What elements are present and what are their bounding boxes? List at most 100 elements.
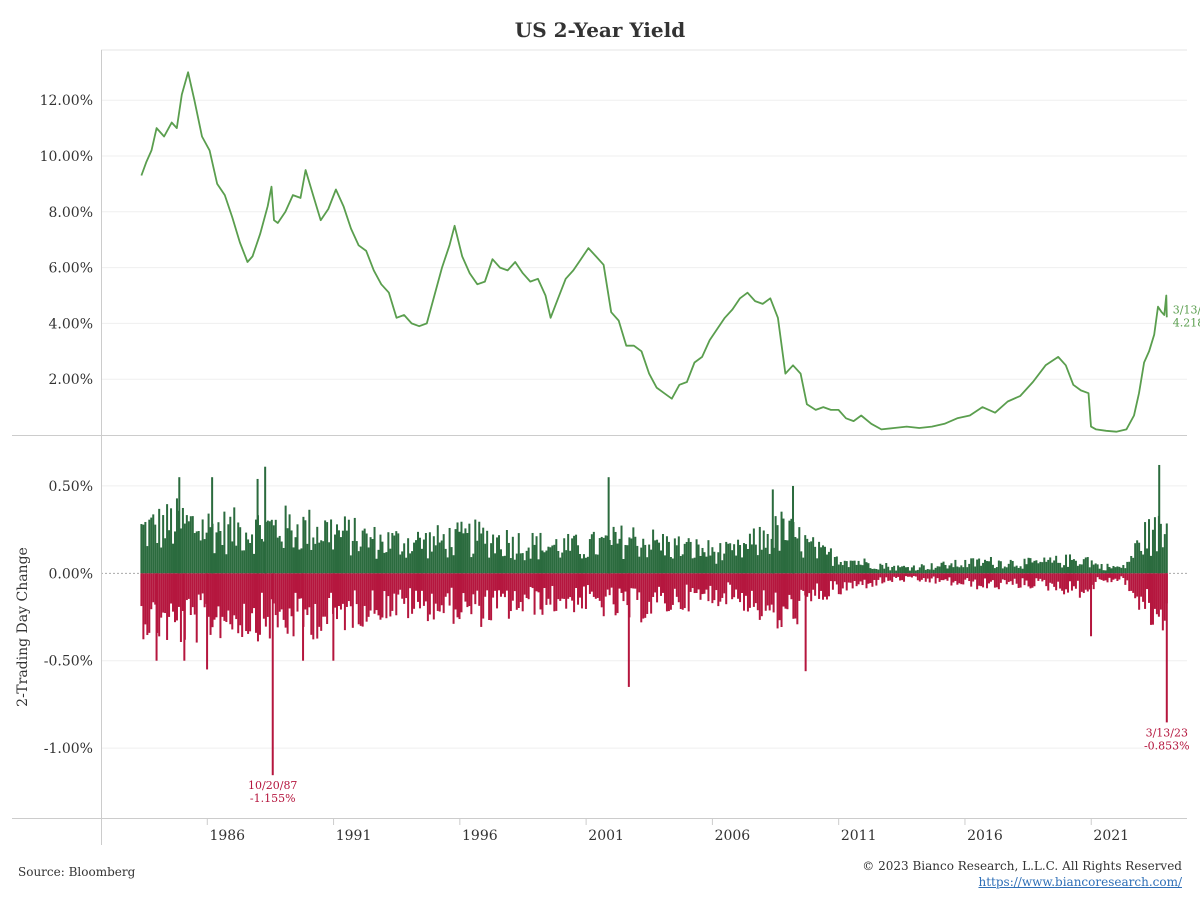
change-bar [774,516,777,574]
change-bar [580,558,583,574]
change-bar [663,555,666,574]
copyright-text: © 2023 Bianco Research, L.L.C. All Right… [862,859,1182,873]
change-bar [764,573,767,611]
change-bar [310,549,313,574]
change-bar [450,547,453,574]
change-bar [752,528,755,574]
x-tick-label: 2006 [715,828,751,844]
change-bar [1120,567,1123,574]
change-bar [1061,573,1064,591]
change-bar [614,573,617,616]
change-bar [906,567,909,574]
change-bar [282,573,285,620]
change-bar [428,532,431,574]
change-bar [515,573,518,610]
change-bar [610,573,613,588]
change-bar [984,559,987,574]
change-bar [367,547,370,574]
change-bar [748,533,751,574]
change-bar [812,573,815,590]
change-bar [268,573,271,639]
website-link[interactable]: https://www.biancoresearch.com/ [978,875,1182,889]
change-bar [1029,558,1032,574]
change-bar [183,573,186,661]
change-bar [417,573,420,602]
change-bar [345,573,348,607]
change-bar [496,537,499,574]
change-bar [934,567,937,574]
change-bar [357,551,360,574]
change-bar [962,567,965,574]
change-bar [950,573,953,586]
change-bar [320,540,323,574]
change-bar [958,567,961,574]
change-bar [355,541,358,574]
change-bar [539,573,542,610]
change-bar [251,573,254,614]
change-bar [1148,519,1151,574]
change-bar [490,573,493,621]
change-bar [1074,573,1077,589]
change-bar [434,545,437,574]
change-bar [940,562,943,574]
change-bar [1149,573,1152,625]
change-bar [940,573,943,581]
change-bar [903,565,906,574]
change-bar [393,573,396,594]
change-bar [1025,573,1028,581]
change-bar [750,573,753,591]
change-bar [814,546,817,574]
change-bar [814,573,817,596]
change-bar [867,573,870,584]
change-bar [1144,573,1147,609]
change-bar [590,534,593,574]
source-note: Source: Bloomberg [18,865,136,879]
change-bar [685,541,688,574]
change-bar [420,573,423,591]
change-bar [484,543,487,574]
change-bar [146,546,149,574]
change-bar [604,535,607,574]
change-bar [825,573,828,600]
change-bar [901,573,904,581]
change-bar [972,573,975,582]
change-bar [596,573,599,598]
change-bar [1009,559,1012,574]
change-bar [1151,573,1154,625]
change-bar [1108,573,1111,578]
change-bar [879,573,882,578]
change-bar [675,545,678,574]
change-bar [494,573,497,591]
change-bar [932,573,935,577]
change-bar [802,557,805,574]
change-bar [426,558,429,574]
top-panel-y-ticks: 2.00% 4.00% 6.00% 8.00% 10.00% 12.00% [40,93,93,388]
change-bar [456,573,459,618]
change-bar [776,573,779,629]
change-bar [771,489,774,574]
change-bar [253,573,256,609]
change-bar [148,573,151,633]
change-bar [306,543,309,574]
change-bar [654,540,657,574]
change-annotation-date: 10/20/87 [248,779,297,792]
change-bar [885,573,888,578]
change-bar [389,573,392,617]
change-bar [843,573,846,583]
change-bar [626,545,629,574]
change-bar [946,573,949,581]
change-bar [602,537,605,574]
change-bar [464,528,467,574]
change-bar [1090,573,1093,637]
change-bar [1084,557,1087,574]
change-bar [1027,573,1030,587]
change-bar [235,573,238,620]
change-bar [537,559,540,574]
change-bar [594,554,597,574]
change-bar [262,573,265,619]
change-bar [1013,566,1016,574]
change-bar [768,573,771,611]
change-bar [470,557,473,574]
change-bar [1165,523,1168,574]
change-bar [634,536,637,574]
